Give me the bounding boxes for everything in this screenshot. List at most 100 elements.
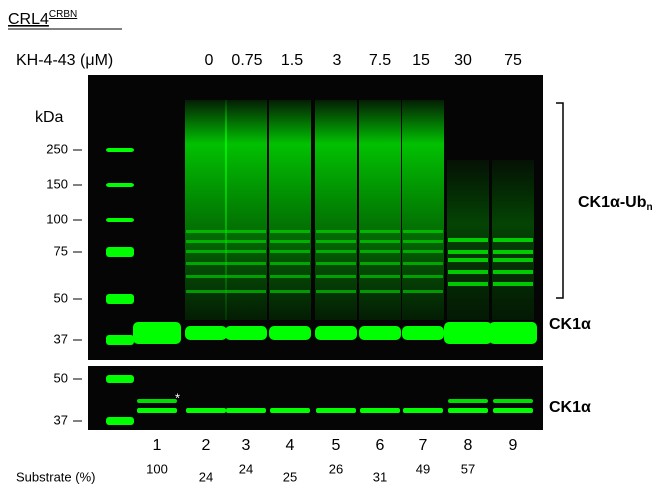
lane-number: 9	[509, 437, 518, 454]
ub-band	[403, 230, 443, 233]
substrate-label: Substrate (%)	[16, 469, 95, 484]
ub-band	[186, 275, 226, 278]
ub-band	[316, 250, 356, 253]
ub-band	[186, 262, 226, 265]
substrate-value: 24	[239, 461, 253, 476]
bracket	[556, 102, 564, 299]
ck1a-band-bottom	[226, 408, 266, 413]
marker-label: 250	[46, 141, 68, 156]
band-label: CK1α	[549, 399, 591, 416]
ub-band	[360, 230, 400, 233]
ck1a-band-bottom	[403, 408, 443, 413]
concentration: 0	[205, 52, 214, 69]
ck1a-band-bottom	[448, 408, 488, 413]
ub-band	[493, 270, 533, 274]
ck1a-band-bottom	[186, 408, 226, 413]
ck1a-band	[402, 326, 444, 340]
concentration: 0.75	[231, 52, 262, 69]
substrate-value: 31	[373, 469, 387, 484]
ub-band	[270, 230, 310, 233]
ub-label: CK1α-Ubn	[578, 194, 653, 212]
ub-band	[226, 240, 266, 243]
ub-band	[226, 230, 266, 233]
ladder-band	[106, 375, 134, 383]
ub-band	[270, 240, 310, 243]
ck1a-band	[359, 326, 401, 340]
title: CRL4CRBN	[8, 9, 77, 29]
ub-band	[403, 290, 443, 293]
kda-label: kDa	[35, 109, 64, 126]
ck1a-upper-band	[448, 399, 488, 403]
ck1a-upper-band	[493, 399, 533, 403]
ck1a-band	[269, 326, 311, 340]
ub-band	[186, 230, 226, 233]
lane-number: 1	[153, 437, 162, 454]
ub-band	[316, 275, 356, 278]
ub-band	[403, 262, 443, 265]
ub-smear	[269, 100, 311, 320]
ub-band	[360, 275, 400, 278]
ub-band	[316, 230, 356, 233]
marker-label: 50	[54, 370, 68, 385]
marker-label: 75	[54, 243, 68, 258]
band-label: CK1α	[549, 316, 591, 333]
lane-number: 3	[242, 437, 251, 454]
ck1a-band	[489, 322, 537, 344]
ub-band	[226, 262, 266, 265]
ub-band	[186, 240, 226, 243]
ub-smear	[225, 100, 267, 320]
ck1a-band-bottom	[493, 408, 533, 413]
asterisk: *	[175, 390, 180, 405]
substrate-value: 100	[146, 461, 168, 476]
ladder-band	[106, 417, 134, 425]
marker-label: 50	[54, 290, 68, 305]
ck1a-band	[185, 326, 227, 340]
substrate-value: 49	[416, 461, 430, 476]
ub-band	[448, 270, 488, 274]
ladder-band	[106, 247, 134, 257]
ub-band	[493, 238, 533, 242]
ub-band	[493, 250, 533, 254]
marker-label: 150	[46, 176, 68, 191]
lane-number: 5	[332, 437, 341, 454]
ub-band	[360, 240, 400, 243]
lane-number: 4	[286, 437, 295, 454]
marker-label: 100	[46, 211, 68, 226]
ub-band	[226, 250, 266, 253]
ck1a-band-bottom	[137, 408, 177, 413]
ub-band	[448, 250, 488, 254]
ub-band	[186, 290, 226, 293]
ub-band	[448, 282, 488, 286]
ub-band	[403, 275, 443, 278]
lane-number: 6	[376, 437, 385, 454]
ck1a-band	[444, 322, 492, 344]
substrate-value: 57	[461, 461, 475, 476]
ladder-band	[106, 148, 134, 152]
ck1a-band-bottom	[270, 408, 310, 413]
ck1a-band	[315, 326, 357, 340]
ub-band	[448, 258, 488, 262]
ck1a-band	[133, 322, 181, 344]
concentration: 1.5	[281, 52, 303, 69]
ub-band	[270, 290, 310, 293]
ub-band	[360, 262, 400, 265]
substrate-value: 25	[283, 469, 297, 484]
ub-band	[448, 238, 488, 242]
lane-number: 8	[464, 437, 473, 454]
bands	[106, 100, 537, 425]
ub-band	[316, 262, 356, 265]
ub-band	[186, 250, 226, 253]
ladder-band	[106, 294, 134, 304]
marker-label: 37	[54, 331, 68, 346]
ub-band	[493, 282, 533, 286]
ck1a-band-bottom	[360, 408, 400, 413]
ub-band	[226, 290, 266, 293]
ub-band	[403, 240, 443, 243]
treatment-label: KH-4-43 (μM)	[16, 52, 113, 69]
concentration: 3	[333, 52, 342, 69]
lane-number: 2	[202, 437, 211, 454]
ub-band	[270, 262, 310, 265]
ub-band	[493, 258, 533, 262]
ck1a-band-bottom	[316, 408, 356, 413]
